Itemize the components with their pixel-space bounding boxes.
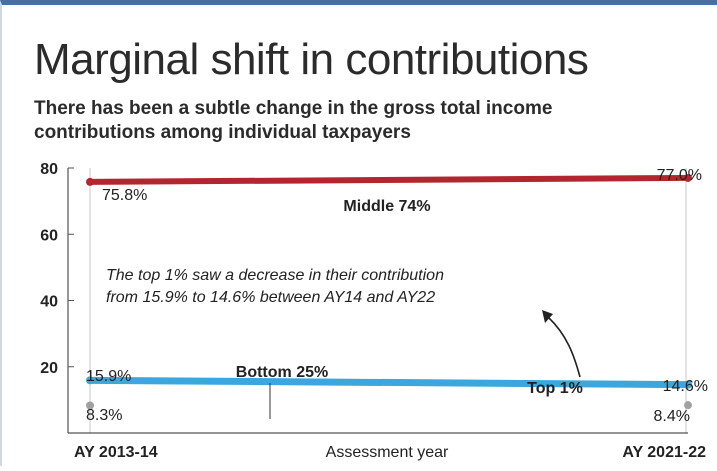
data-label-middle: 77.0% [657, 167, 702, 184]
data-labels: 75.8% 77.0% Middle 74% 15.9% 14.6% Top 1% 8.3%… [86, 167, 708, 425]
x-tick-label: AY 2021-22 [622, 444, 706, 461]
x-tick-label: AY 2013-14 [74, 444, 158, 461]
data-point-bottom [86, 401, 94, 410]
series-line-middle [87, 174, 689, 185]
series-label-middle: Middle 74% [343, 198, 430, 215]
data-point-middle [86, 177, 94, 186]
line-chart: 20 40 60 80 AY 2013-14 AY 2021-22 Assessment y… [40, 161, 708, 461]
data-label-top: 14.6% [663, 378, 708, 395]
series-label-bottom: Bottom 25% [236, 364, 328, 381]
grid-lines [89, 168, 687, 433]
y-tick-label: 40 [40, 294, 58, 311]
data-label-middle: 75.8% [102, 187, 147, 204]
data-label-bottom: 8.4% [654, 408, 690, 425]
y-tick-label: 60 [40, 227, 58, 244]
y-tick-label: 20 [40, 360, 58, 377]
series-label-top: Top 1% [527, 380, 583, 397]
annotation-arrowhead [542, 310, 553, 323]
annotation-line: The top 1% saw a decrease in their contr… [106, 267, 444, 284]
annotation-line: from 15.9% to 14.6% between AY14 and AY2… [106, 289, 435, 306]
x-axis-title: Assessment year [326, 444, 449, 461]
series-line-top [86, 376, 690, 389]
data-point-bottom [684, 401, 692, 410]
chart-subtitle: There has been a subtle change in the gr… [34, 98, 553, 143]
series-lines [86, 173, 692, 410]
annotation-arrow [547, 316, 581, 378]
data-label-top: 15.9% [86, 368, 131, 385]
y-tick-label: 80 [40, 161, 58, 178]
data-point-top [86, 376, 94, 385]
data-point-middle [684, 173, 692, 182]
data-label-bottom: 8.3% [86, 407, 122, 424]
chart-title: Marginal shift in contributions [34, 35, 589, 84]
axes: 20 40 60 80 AY 2013-14 AY 2021-22 Assessment y… [40, 161, 706, 461]
annotation: The top 1% saw a decrease in their contr… [106, 267, 581, 378]
data-point-top [684, 380, 692, 389]
